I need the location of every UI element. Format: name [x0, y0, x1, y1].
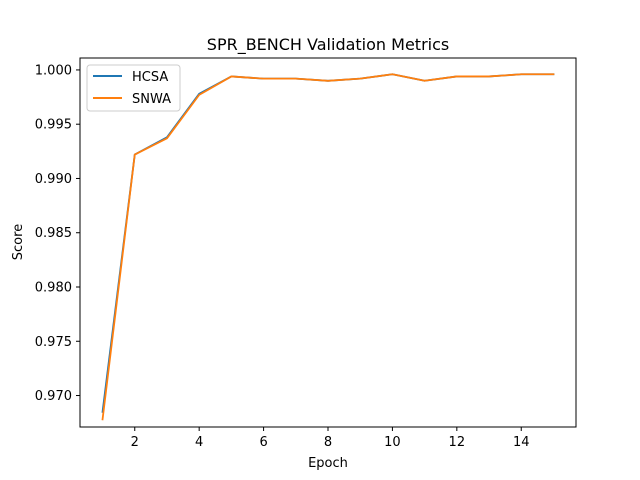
legend: HCSA SNWA	[86, 64, 181, 112]
y-tick-label: 0.990	[35, 172, 72, 187]
y-axis-title: Score	[11, 224, 26, 260]
y-tick-label: 0.980	[35, 280, 72, 295]
y-tick-label: 0.995	[35, 118, 72, 133]
y-axis-ticks: 0.970 0.975 0.980 0.985 0.990 0.995 1.000	[35, 63, 80, 404]
x-axis-title: Epoch	[308, 456, 348, 471]
y-tick-label: 0.985	[35, 226, 72, 241]
x-tick-label: 6	[259, 435, 267, 450]
plot-frame	[79, 57, 577, 428]
x-tick-label: 14	[513, 435, 530, 450]
legend-label-hcsa: HCSA	[132, 70, 168, 85]
legend-label-snwa: SNWA	[132, 92, 171, 107]
x-axis-ticks: 2 4 6 8 10 12 14	[131, 427, 530, 450]
y-tick-label: 0.970	[35, 389, 72, 404]
y-tick-label: 0.975	[35, 335, 72, 350]
series-line-snwa	[101, 73, 555, 421]
x-tick-label: 8	[324, 435, 332, 450]
x-tick-label: 10	[384, 435, 401, 450]
y-tick-label: 1.000	[35, 63, 72, 78]
x-tick-label: 2	[131, 435, 139, 450]
plot-lines	[101, 73, 555, 421]
x-tick-label: 4	[195, 435, 203, 450]
x-tick-label: 12	[449, 435, 466, 450]
chart-title: SPR_BENCH Validation Metrics	[207, 35, 449, 55]
